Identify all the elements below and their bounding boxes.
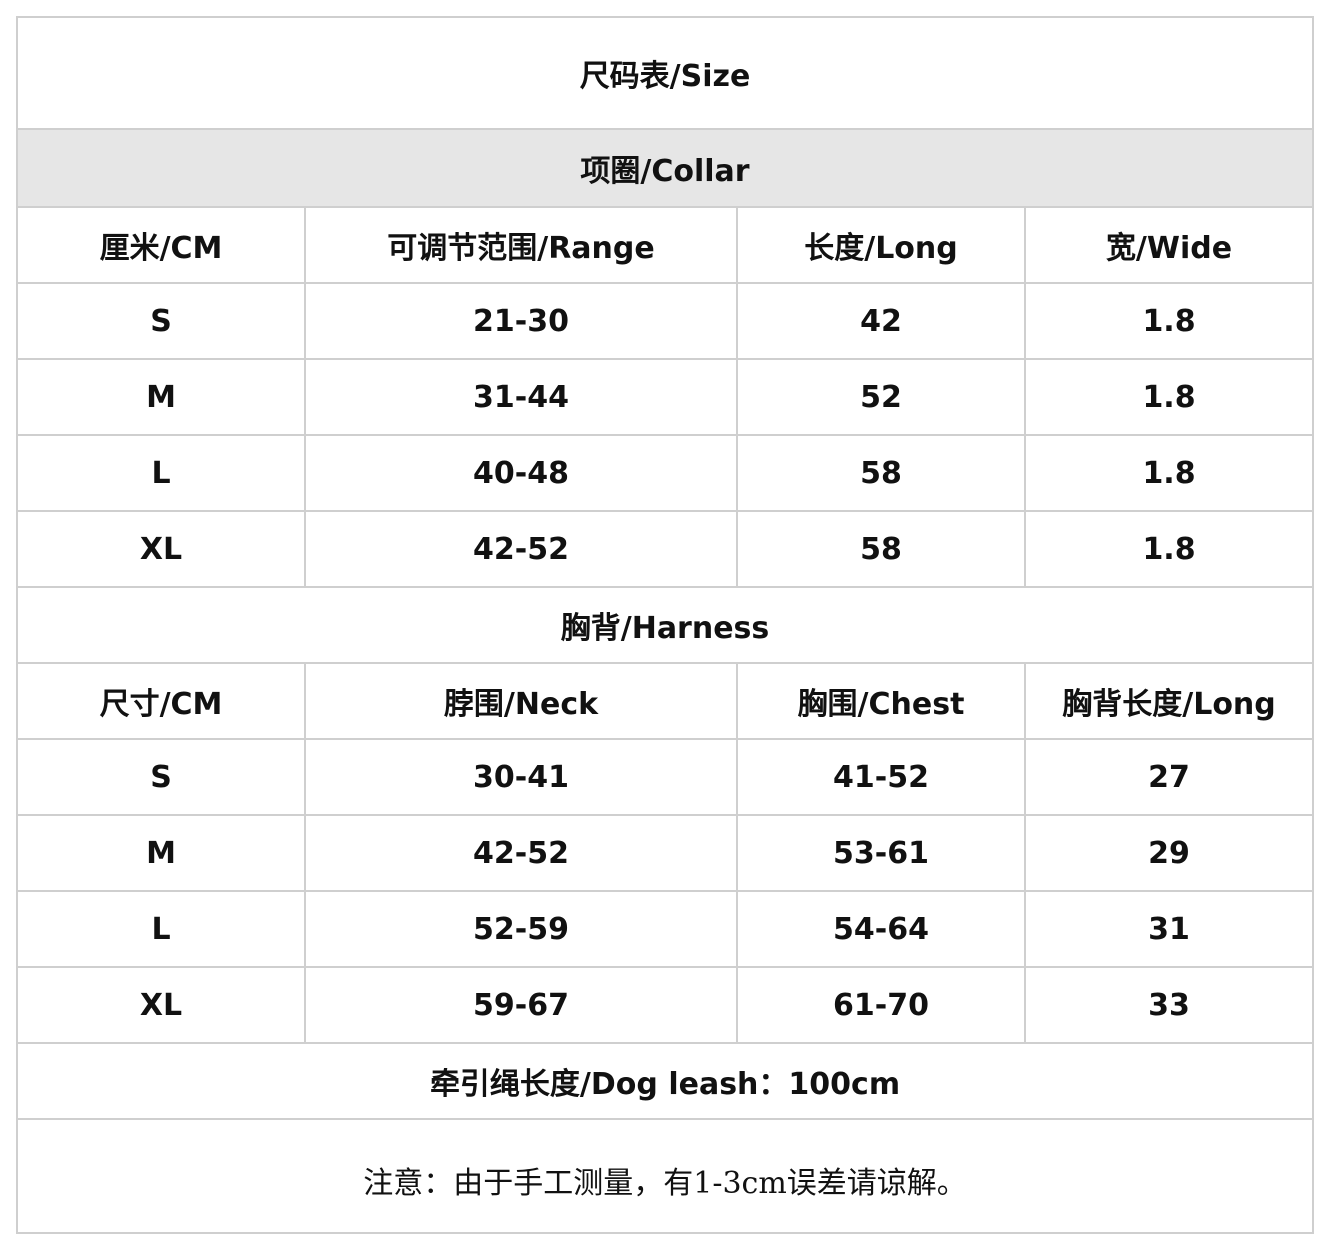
table-cell: 31 (1023, 890, 1315, 968)
table-cell: XL (16, 510, 306, 588)
size-chart-table: 尺码表/Size 项圈/Collar 厘米/CM 可调节范围/Range 长度/… (15, 16, 1315, 1234)
table-cell: 42-52 (304, 510, 738, 588)
harness-header-row: 尺寸/CM 脖围/Neck 胸围/Chest 胸背长度/Long (16, 662, 1315, 740)
table-cell: XL (16, 966, 306, 1044)
collar-table-row: L 40-48 58 1.8 (16, 434, 1315, 512)
collar-table-row: XL 42-52 58 1.8 (16, 510, 1315, 588)
harness-table-row: L 52-59 54-64 31 (16, 890, 1315, 968)
harness-table-row: XL 59-67 61-70 33 (16, 966, 1315, 1044)
header-cell: 胸背长度/Long (1023, 662, 1315, 740)
table-cell: L (16, 434, 306, 512)
collar-table-row: S 21-30 42 1.8 (16, 282, 1315, 360)
table-cell: 58 (736, 434, 1026, 512)
leash-length: 牵引绳长度/Dog leash：100cm (15, 1042, 1315, 1120)
table-cell: M (16, 814, 306, 892)
table-cell: 1.8 (1023, 282, 1315, 360)
table-cell: 29 (1023, 814, 1315, 892)
table-cell: 33 (1023, 966, 1315, 1044)
table-cell: 42-52 (304, 814, 738, 892)
header-cell: 脖围/Neck (304, 662, 738, 740)
table-cell: 31-44 (304, 358, 738, 436)
collar-table-row: M 31-44 52 1.8 (16, 358, 1315, 436)
table-cell: L (16, 890, 306, 968)
table-cell: 21-30 (304, 282, 738, 360)
table-cell: 1.8 (1023, 434, 1315, 512)
table-cell: 52 (736, 358, 1026, 436)
table-cell: 27 (1023, 738, 1315, 816)
table-cell: 1.8 (1023, 510, 1315, 588)
header-cell: 厘米/CM (16, 206, 306, 284)
table-cell: 58 (736, 510, 1026, 588)
table-cell: 30-41 (304, 738, 738, 816)
table-cell: 42 (736, 282, 1026, 360)
table-cell: S (16, 738, 306, 816)
header-cell: 可调节范围/Range (304, 206, 738, 284)
table-cell: S (16, 282, 306, 360)
table-cell: 54-64 (736, 890, 1026, 968)
table-cell: 61-70 (736, 966, 1026, 1044)
chart-title: 尺码表/Size (15, 16, 1315, 130)
harness-table-row: S 30-41 41-52 27 (16, 738, 1315, 816)
table-cell: 40-48 (304, 434, 738, 512)
header-cell: 胸围/Chest (736, 662, 1026, 740)
header-cell: 宽/Wide (1023, 206, 1315, 284)
table-cell: 52-59 (304, 890, 738, 968)
table-cell: 1.8 (1023, 358, 1315, 436)
table-cell: 41-52 (736, 738, 1026, 816)
measurement-note: 注意：由于手工测量，有1-3cm误差请谅解。 (15, 1118, 1315, 1234)
table-cell: 59-67 (304, 966, 738, 1044)
table-cell: 53-61 (736, 814, 1026, 892)
collar-header-row: 厘米/CM 可调节范围/Range 长度/Long 宽/Wide (16, 206, 1315, 284)
harness-table-row: M 42-52 53-61 29 (16, 814, 1315, 892)
header-cell: 尺寸/CM (16, 662, 306, 740)
harness-section-title: 胸背/Harness (15, 586, 1315, 664)
header-cell: 长度/Long (736, 206, 1026, 284)
collar-section-title: 项圈/Collar (15, 128, 1315, 208)
table-cell: M (16, 358, 306, 436)
